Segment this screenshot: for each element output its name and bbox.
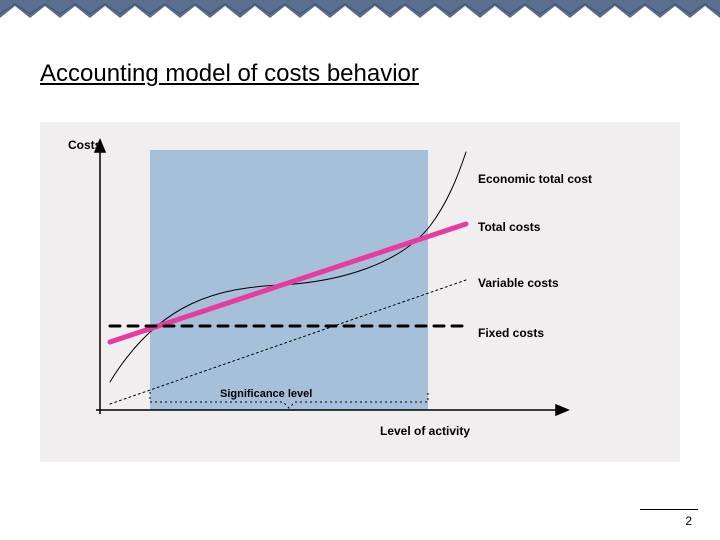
legend-variable_costs: Variable costs xyxy=(478,276,559,290)
legend-economic_total_cost: Economic total cost xyxy=(478,172,592,186)
significance-label: Significance level xyxy=(220,388,312,400)
relevant-range-band xyxy=(150,150,428,410)
y-axis-label: Costs xyxy=(68,138,101,152)
x-axis-label: Level of activity xyxy=(380,424,470,438)
page-number-rule xyxy=(640,509,698,510)
cost-behavior-chart xyxy=(0,0,720,540)
legend-fixed_costs: Fixed costs xyxy=(478,326,544,340)
page-number: 2 xyxy=(685,514,692,528)
legend-total_costs: Total costs xyxy=(478,220,540,234)
